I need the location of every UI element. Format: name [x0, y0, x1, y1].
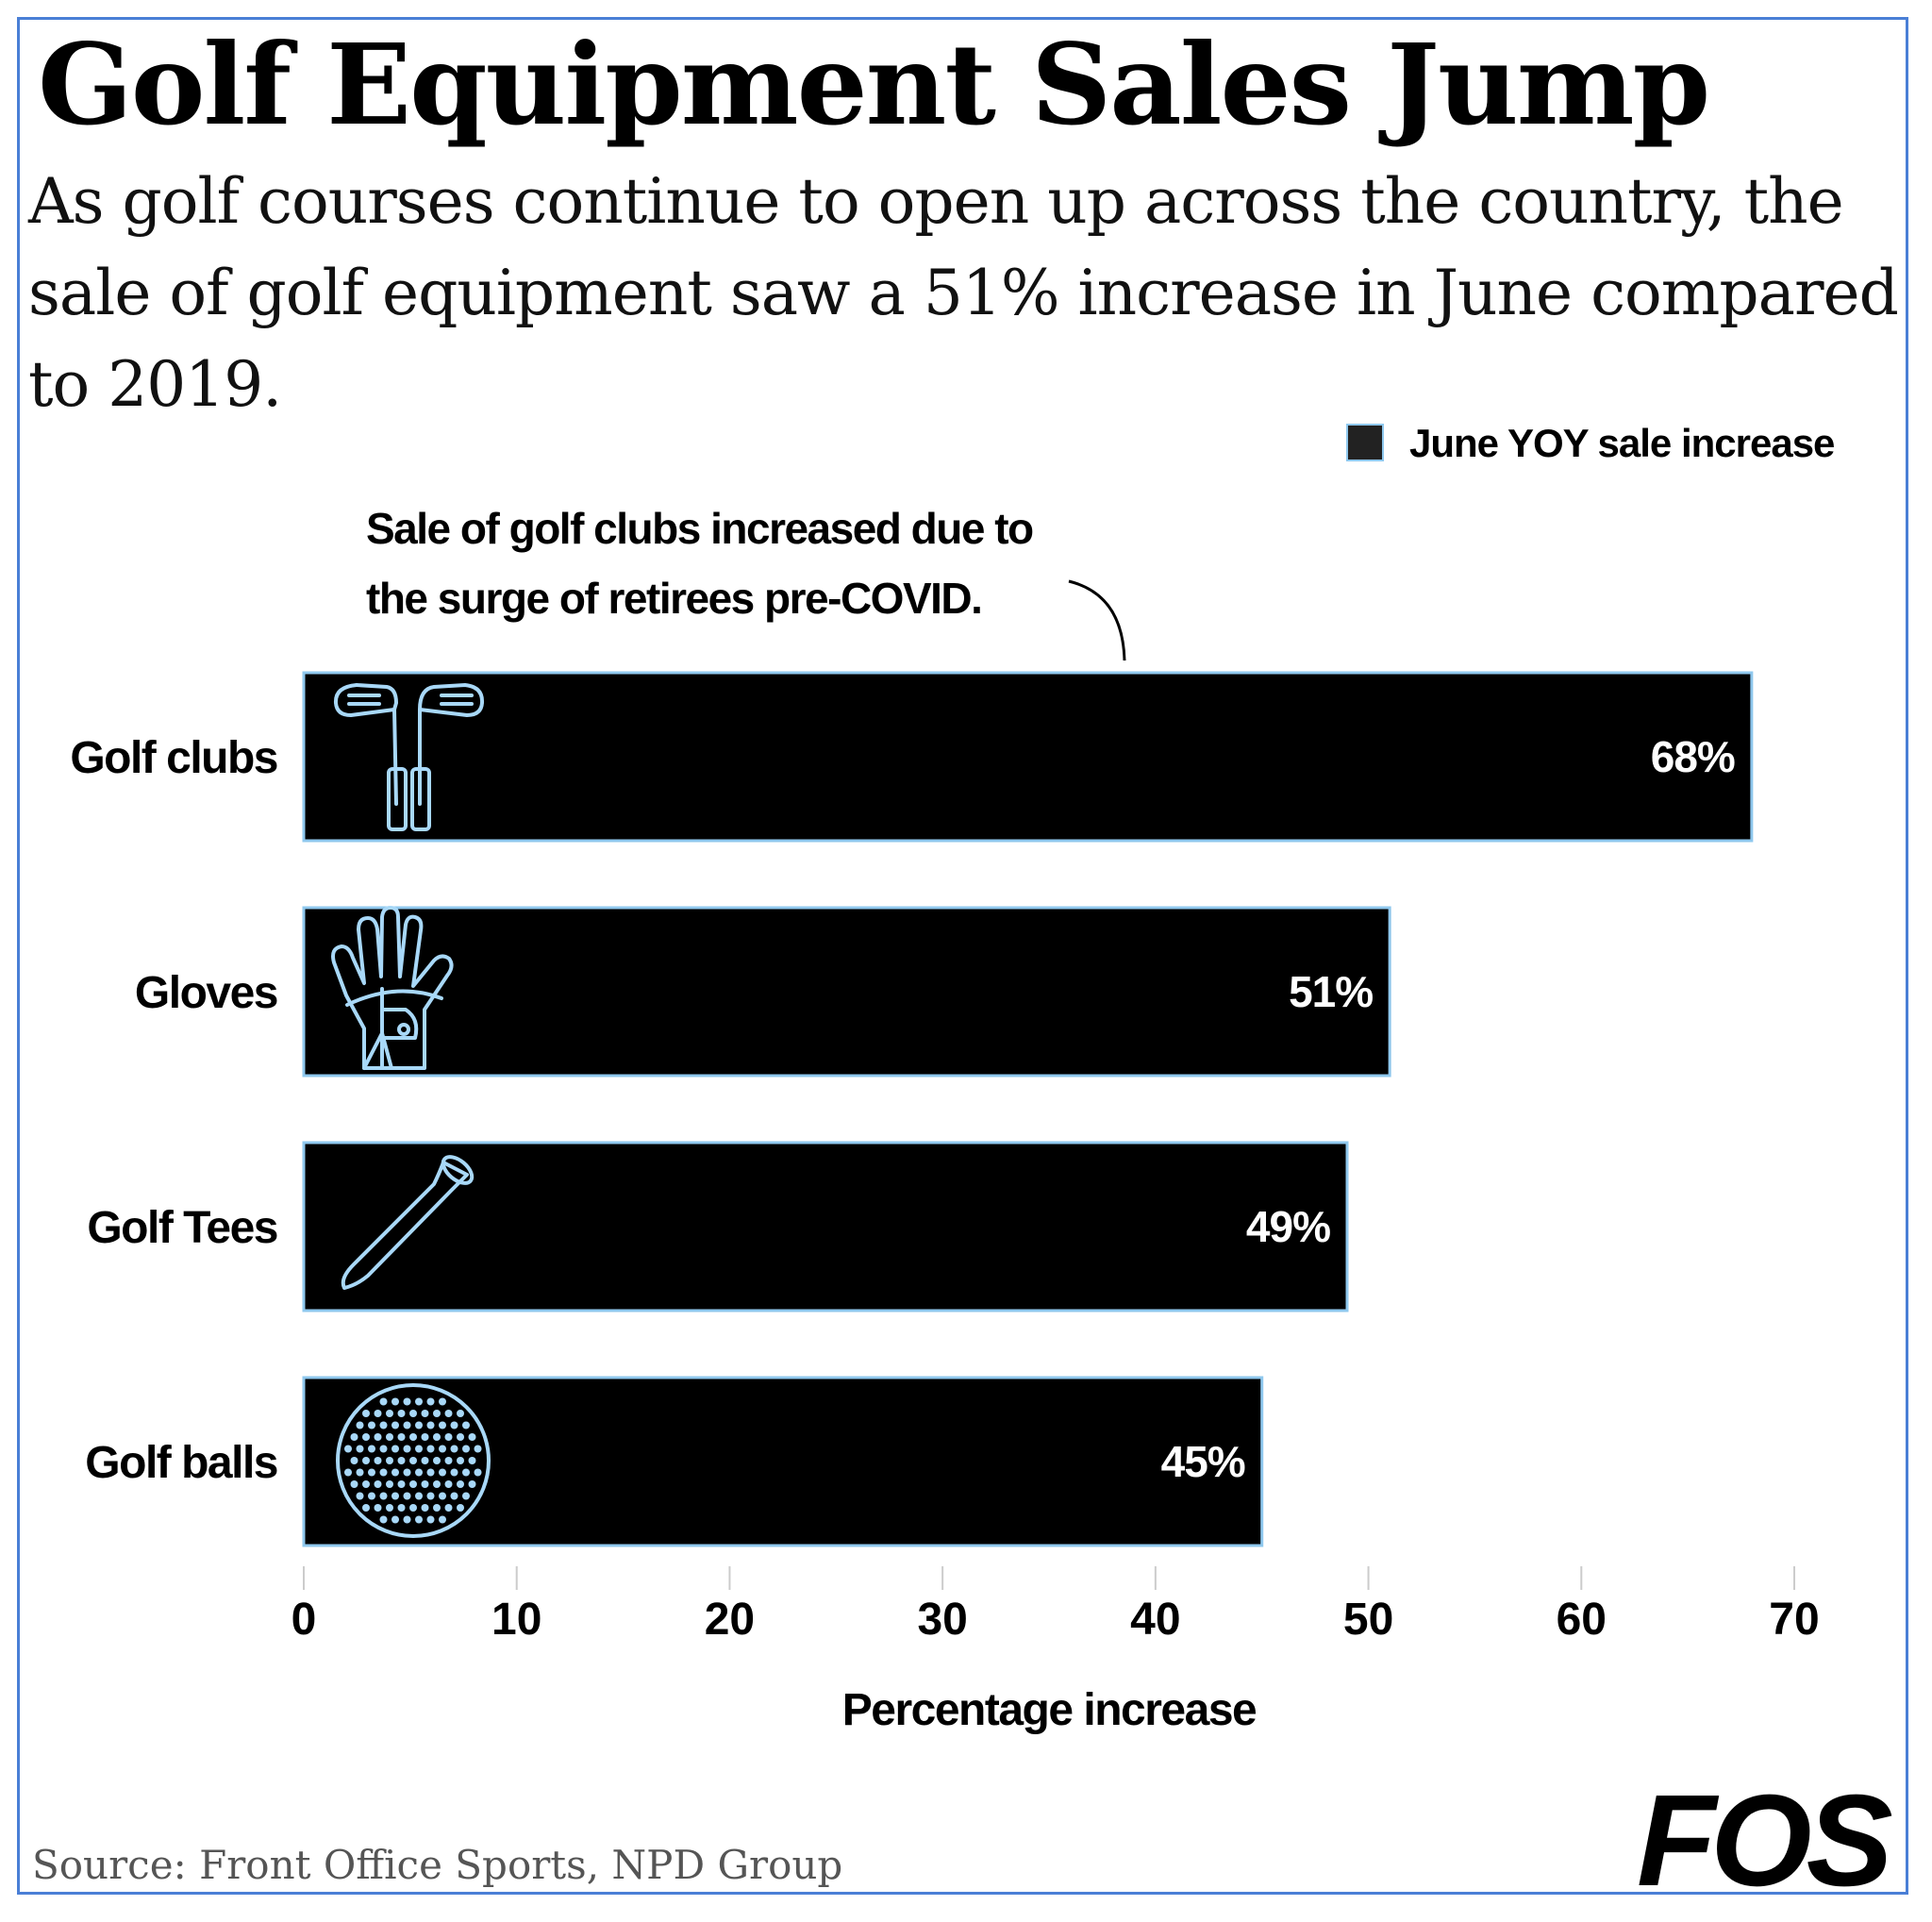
value-label: 51% — [1289, 967, 1373, 1016]
value-label: 49% — [1246, 1202, 1330, 1251]
legend: June YOY sale increase — [1346, 421, 1835, 465]
category-label: Gloves — [135, 968, 277, 1018]
annotation-arrow — [1068, 579, 1126, 661]
x-tick-label: 20 — [705, 1595, 755, 1645]
x-axis-label: Percentage increase — [842, 1685, 1257, 1735]
bar — [302, 671, 1754, 843]
x-tick-label: 70 — [1769, 1595, 1819, 1645]
x-tick-label: 10 — [491, 1595, 541, 1645]
x-tick-label: 0 — [291, 1595, 317, 1645]
bar — [302, 906, 1391, 1078]
chart-title: Golf Equipment Sales Jump — [38, 19, 1710, 150]
golf-ball-icon — [336, 1383, 491, 1538]
annotation-line-2: the surge of retirees pre-COVID. — [366, 574, 981, 623]
category-label: Golf balls — [85, 1438, 277, 1488]
chart-subtitle: As golf courses continue to open up acro… — [28, 165, 1899, 421]
x-tick-label: 60 — [1557, 1595, 1607, 1645]
golf-tee-icon — [341, 1155, 475, 1290]
fos-logo: FOS — [1637, 1768, 1893, 1914]
x-tick-label: 40 — [1130, 1595, 1180, 1645]
legend-label: June YOY sale increase — [1409, 421, 1834, 465]
golf-clubs-icon — [333, 683, 485, 831]
legend-swatch — [1346, 424, 1384, 461]
glove-icon — [331, 906, 454, 1070]
value-label: 68% — [1651, 732, 1735, 781]
annotation-line-1: Sale of golf clubs increased due to — [366, 504, 1033, 553]
x-tick-label: 50 — [1343, 1595, 1393, 1645]
chart-frame — [17, 17, 1908, 1895]
bar — [302, 1141, 1349, 1312]
source-note: Source: Front Office Sports, NPD Group — [32, 1842, 843, 1888]
value-label: 45% — [1161, 1437, 1245, 1486]
x-tick-label: 30 — [917, 1595, 967, 1645]
category-label: Golf Tees — [87, 1203, 277, 1253]
annotation: Sale of golf clubs increased due to the … — [366, 504, 1126, 661]
category-label: Golf clubs — [70, 733, 277, 783]
